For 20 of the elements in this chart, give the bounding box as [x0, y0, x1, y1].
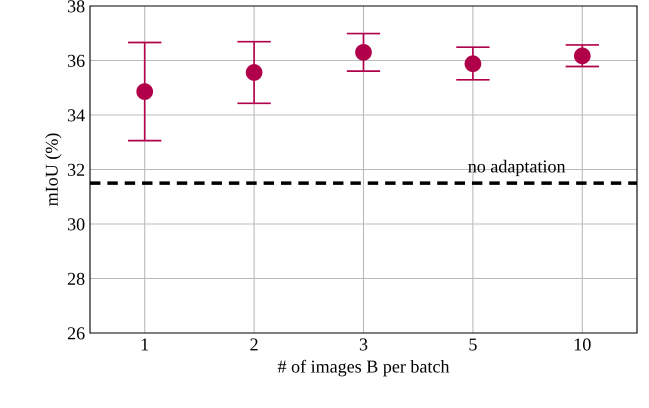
- y-tick-label: 30: [68, 218, 84, 230]
- y-tick-label: 34: [68, 109, 85, 122]
- point: [246, 64, 262, 81]
- x-tick-label: 2: [250, 338, 258, 350]
- x-tick-label: 5: [469, 338, 477, 351]
- point: [574, 48, 591, 64]
- point: [355, 44, 372, 61]
- point: [464, 55, 482, 72]
- y-tick-label: 28: [68, 272, 84, 285]
- y-tick-label: 38: [68, 0, 84, 12]
- x-tick-label: 1: [142, 338, 148, 350]
- x-axis-title: # of images B per batch: [278, 360, 450, 376]
- y-tick-label: 36: [68, 54, 85, 67]
- y-tick-label: 32: [68, 164, 84, 176]
- y-axis-title: mIoU (%): [45, 133, 62, 206]
- x-tick-label: 10: [574, 338, 591, 351]
- y-tick-label: 26: [68, 327, 85, 340]
- point: [136, 83, 154, 100]
- ref-line-label: no adaptation: [468, 160, 566, 176]
- x-tick-label: 3: [360, 338, 368, 351]
